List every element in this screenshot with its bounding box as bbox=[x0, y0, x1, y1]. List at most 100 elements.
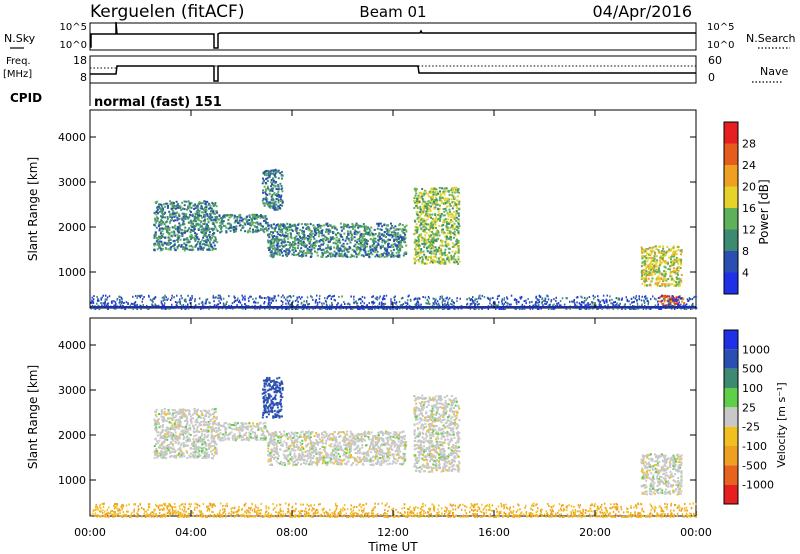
echo-cell bbox=[425, 212, 428, 215]
echo-cell bbox=[263, 179, 265, 182]
echo-cell bbox=[260, 227, 263, 230]
clutter-cell bbox=[163, 297, 165, 300]
echo-cell bbox=[413, 188, 416, 191]
clutter-cell bbox=[506, 296, 508, 299]
echo-cell bbox=[324, 239, 327, 242]
echo-cell bbox=[429, 202, 432, 204]
echo-cell bbox=[672, 245, 675, 248]
clutter-cell bbox=[655, 298, 657, 301]
clutter-cell bbox=[447, 308, 449, 310]
echo-cell bbox=[330, 252, 333, 255]
echo-cell bbox=[453, 252, 456, 255]
echo-cell bbox=[362, 223, 365, 225]
echo-cell bbox=[664, 262, 667, 265]
echo-cell bbox=[676, 278, 679, 281]
echo-cell bbox=[331, 226, 334, 229]
clutter-cell bbox=[312, 298, 314, 301]
echo-cell bbox=[161, 209, 163, 212]
echo-cell bbox=[178, 222, 181, 225]
echo-cell bbox=[419, 205, 422, 208]
clutter-cell bbox=[331, 304, 333, 307]
echo-cell bbox=[443, 193, 446, 196]
clutter-cell bbox=[289, 295, 291, 297]
echo-cell bbox=[671, 270, 674, 273]
clutter-cell bbox=[372, 301, 374, 304]
echo-cell bbox=[161, 210, 164, 213]
echo-cell bbox=[158, 237, 161, 240]
echo-cell bbox=[197, 229, 200, 231]
echo-cell bbox=[199, 220, 202, 223]
echo-cell bbox=[649, 269, 652, 272]
echo-cell bbox=[183, 208, 186, 211]
clutter-cell bbox=[103, 302, 106, 305]
echo-cell bbox=[431, 258, 434, 261]
echo-cell bbox=[185, 415, 188, 418]
echo-cell bbox=[440, 239, 442, 242]
clutter-cell bbox=[248, 300, 250, 303]
echo-cell bbox=[272, 170, 275, 173]
echo-cell bbox=[434, 207, 437, 210]
echo-cell bbox=[158, 223, 161, 226]
echo-cell bbox=[331, 255, 334, 258]
echo-cell bbox=[657, 270, 660, 273]
echo-cell bbox=[388, 229, 391, 232]
echo-cell bbox=[398, 243, 401, 246]
echo-cell bbox=[160, 203, 163, 206]
echo-cell bbox=[222, 220, 225, 223]
echo-cell bbox=[207, 239, 210, 242]
echo-cell bbox=[182, 222, 185, 224]
echo-cell bbox=[440, 200, 443, 202]
echo-cell bbox=[161, 227, 164, 230]
echo-cell bbox=[171, 201, 174, 204]
echo-cell bbox=[303, 242, 306, 245]
echo-cell bbox=[375, 246, 378, 249]
echo-cell bbox=[294, 228, 297, 231]
echo-cell bbox=[451, 191, 454, 194]
echo-cell bbox=[301, 244, 304, 247]
echo-cell bbox=[196, 205, 199, 208]
echo-cell bbox=[394, 235, 397, 238]
echo-cell bbox=[180, 442, 183, 445]
clutter-cell bbox=[212, 296, 214, 299]
clutter-cell bbox=[350, 295, 352, 298]
echo-cell bbox=[655, 265, 658, 268]
echo-cell bbox=[253, 224, 256, 227]
clutter-cell bbox=[588, 296, 591, 298]
echo-cell bbox=[428, 190, 431, 193]
echo-cell bbox=[421, 198, 424, 200]
echo-cell bbox=[160, 447, 163, 450]
clutter-cell bbox=[603, 300, 605, 303]
echo-cell bbox=[650, 261, 652, 264]
echo-cell bbox=[289, 232, 292, 235]
echo-cell bbox=[641, 282, 644, 285]
echo-cell bbox=[213, 429, 216, 432]
echo-cell bbox=[160, 435, 163, 438]
clutter-cell bbox=[171, 297, 173, 300]
echo-cell bbox=[265, 202, 268, 205]
clutter-cell bbox=[234, 299, 236, 302]
echo-cell bbox=[428, 215, 430, 218]
echo-cell bbox=[305, 245, 307, 248]
clutter-cell bbox=[446, 303, 449, 306]
echo-cell bbox=[644, 248, 647, 251]
echo-cell bbox=[174, 212, 177, 215]
echo-cell bbox=[278, 239, 281, 242]
echo-cell bbox=[434, 221, 437, 224]
echo-cell bbox=[171, 226, 174, 229]
clutter-cell bbox=[428, 303, 431, 306]
clutter-cell bbox=[446, 296, 448, 299]
echo-cell bbox=[366, 243, 369, 245]
echo-cell bbox=[263, 185, 266, 188]
echo-cell bbox=[438, 246, 441, 249]
clutter-cell bbox=[312, 307, 314, 310]
echo-cell bbox=[365, 231, 368, 234]
echo-cell bbox=[208, 456, 211, 459]
echo-cell bbox=[172, 427, 174, 430]
clutter-cell bbox=[97, 304, 99, 307]
y-tick-label: 4000 bbox=[58, 131, 86, 144]
clutter-cell bbox=[601, 299, 603, 302]
echo-cell bbox=[376, 250, 379, 253]
echo-cell bbox=[266, 180, 269, 182]
echo-cell bbox=[185, 200, 188, 203]
clutter-cell bbox=[361, 295, 364, 298]
